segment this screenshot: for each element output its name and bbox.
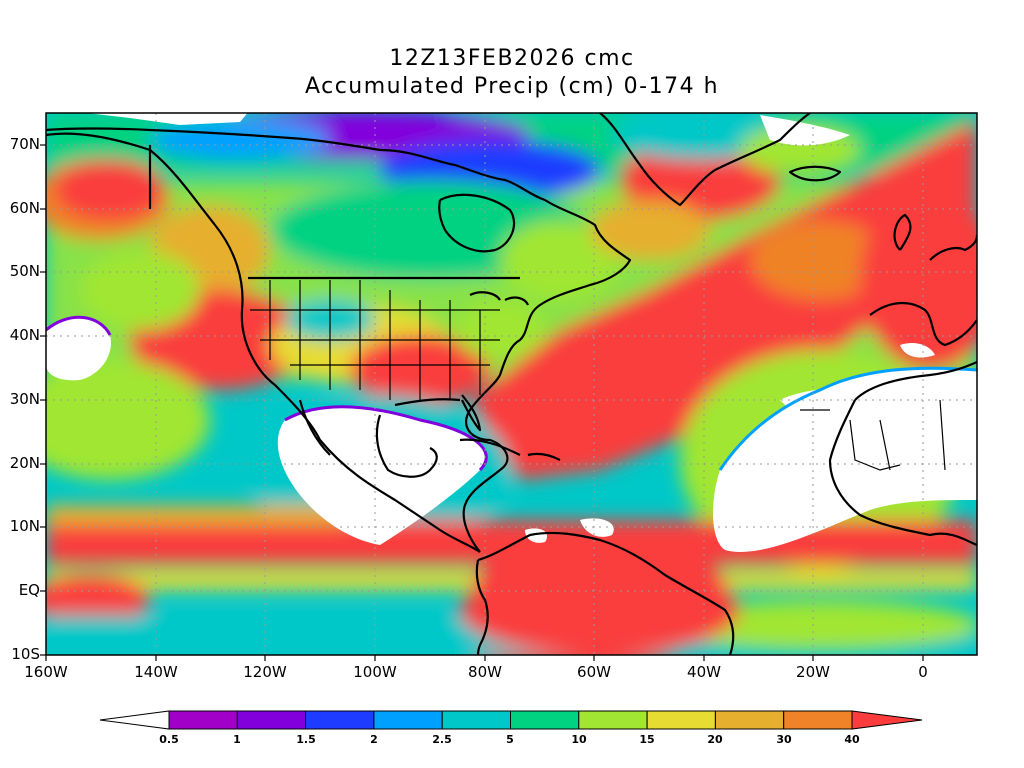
y-tick-label: 20N [9, 454, 40, 472]
x-tick-label: 60W [577, 663, 611, 681]
colorbar [99, 710, 923, 730]
south-america-coast [475, 531, 735, 655]
hudson-bay [438, 193, 516, 253]
colorbar-cell-8 [646, 710, 716, 730]
colorbar-cell-7 [578, 710, 648, 730]
y-tick-label: 70N [9, 135, 40, 153]
x-tick-label: 0 [918, 663, 928, 681]
graticule [46, 113, 977, 655]
north-america-coast [46, 127, 632, 553]
colorbar-label: 1.5 [296, 733, 316, 746]
iceland [788, 165, 842, 182]
us-border [148, 145, 520, 280]
x-tick-label: 100W [353, 663, 397, 681]
colorbar-label: 30 [776, 733, 792, 746]
x-tick-label: 80W [468, 663, 502, 681]
state-borders [250, 280, 946, 471]
colorbar-cell-0 [99, 710, 170, 730]
x-tick-label: 120W [243, 663, 287, 681]
plot-frame [45, 112, 978, 656]
great-lakes [469, 291, 530, 306]
y-tick-label: 60N [9, 199, 40, 217]
gulf-coast [375, 398, 461, 478]
colorbar-label: 5 [506, 733, 514, 746]
y-tick-label: 10S [11, 645, 40, 663]
africa-coast [828, 360, 977, 547]
colorbar-cell-10 [783, 710, 853, 730]
greenland [599, 113, 811, 207]
colorbar-cell-6 [510, 710, 580, 730]
colorbar-label: 2.5 [432, 733, 452, 746]
x-tick-label: 40W [687, 663, 721, 681]
chart-title-line2: Accumulated Precip (cm) 0-174 h [304, 74, 720, 99]
colorbar-cell-1 [168, 710, 238, 730]
colorbar-label: 1 [233, 733, 241, 746]
colorbar-label: 40 [844, 733, 860, 746]
y-tick-label: 10N [9, 517, 40, 535]
colorbar-label: 15 [639, 733, 655, 746]
colorbar-cell-4 [373, 710, 443, 730]
colorbar-cell-5 [441, 710, 512, 730]
florida [461, 394, 482, 432]
axis-ticks [40, 144, 924, 661]
y-tick-label: 30N [9, 390, 40, 408]
chart-title-line1: 12Z13FEB2026 cmc [389, 46, 635, 71]
y-tick-label: EQ [18, 581, 40, 599]
dry-regions [46, 113, 977, 552]
colorbar-cell-2 [236, 710, 307, 730]
colorbar-label: 10 [571, 733, 587, 746]
x-tick-label: 20W [796, 663, 830, 681]
cuba [459, 438, 521, 456]
y-tick-label: 50N [9, 262, 40, 280]
precip-field [46, 113, 977, 655]
colorbar-cell-9 [714, 710, 785, 730]
baja [298, 399, 331, 456]
y-tick-label: 40N [9, 326, 40, 344]
x-tick-label: 160W [24, 663, 68, 681]
x-tick-label: 140W [134, 663, 178, 681]
colorbar-label: 2 [370, 733, 378, 746]
colorbar-cell-3 [305, 710, 375, 730]
colorbar-label: 20 [707, 733, 723, 746]
colorbar-cell-11 [851, 710, 923, 730]
colorbar-label: 0.5 [159, 733, 179, 746]
hispaniola [527, 452, 561, 461]
